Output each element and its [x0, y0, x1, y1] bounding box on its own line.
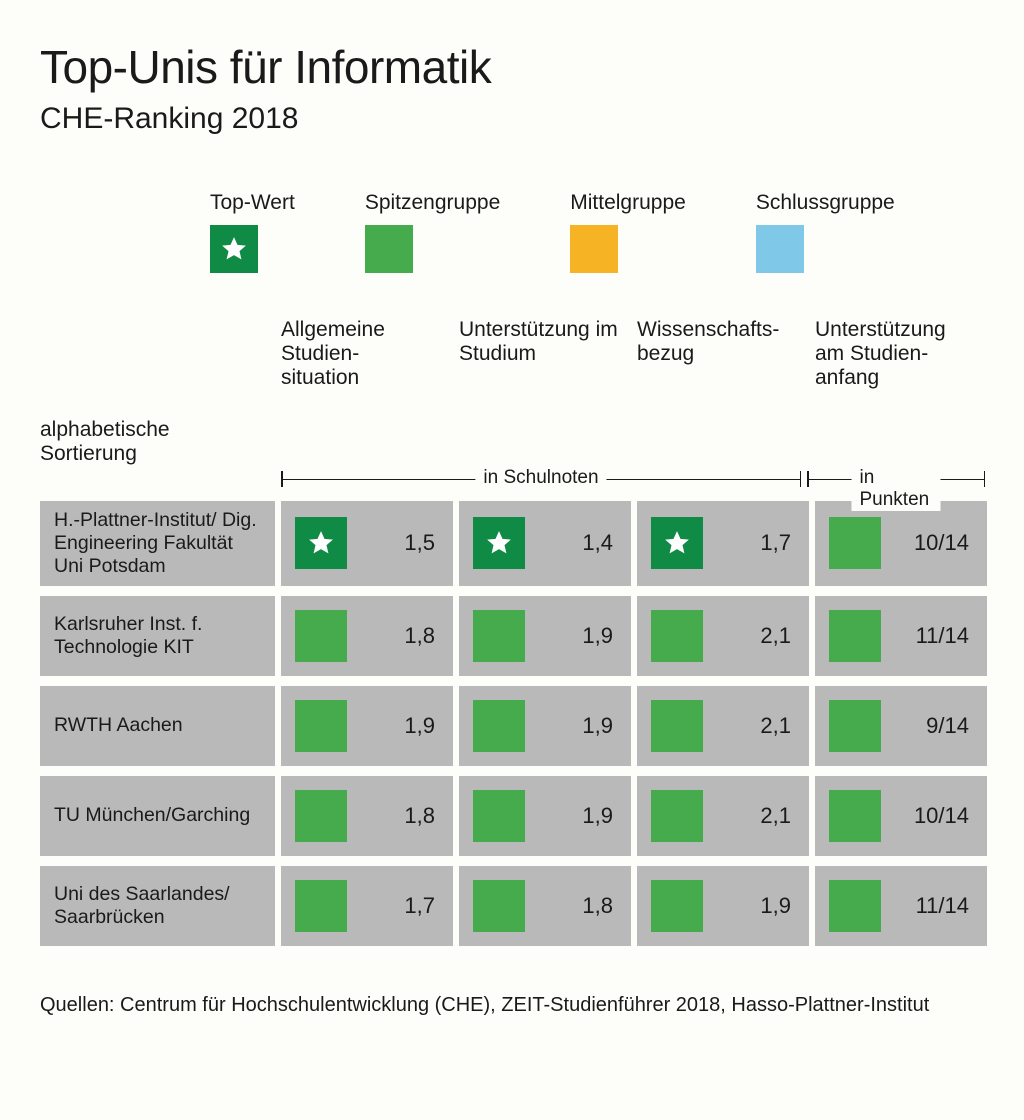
- spitze-swatch: [829, 790, 881, 842]
- spitze-swatch: [295, 610, 347, 662]
- legend-item-mittel: Mittelgruppe: [570, 191, 686, 273]
- cell-value: 2,1: [721, 713, 791, 739]
- col-head-4: Unterstützung am Studien-anfang: [815, 318, 987, 390]
- cell-value: 1,9: [543, 713, 613, 739]
- table-cell: 1,9: [459, 686, 631, 766]
- cell-value: 1,9: [543, 623, 613, 649]
- spitze-swatch: [651, 700, 703, 752]
- legend: Top-Wert Spitzengruppe Mittelgruppe Schluss…: [210, 191, 984, 273]
- table-cell: 9/14: [815, 686, 987, 766]
- legend-label: Top-Wert: [210, 191, 295, 215]
- column-headers: Allgemeine Studien-situation Unterstützu…: [40, 318, 984, 390]
- table-row: Karlsruher Inst. f. Technologie KIT 1,8 1,…: [40, 596, 984, 676]
- col-head-1: Allgemeine Studien-situation: [281, 318, 453, 390]
- legend-label: Schlussgruppe: [756, 191, 895, 215]
- table-cell: 1,5: [281, 501, 453, 586]
- page-subtitle: CHE-Ranking 2018: [40, 102, 984, 136]
- spitze-swatch: [365, 225, 413, 273]
- table-cell: 10/14: [815, 776, 987, 856]
- cell-value: 10/14: [899, 530, 969, 556]
- table-row: H.-Plattner-Institut/ Dig. Engineering F…: [40, 501, 984, 586]
- table-cell: 1,8: [459, 866, 631, 946]
- top-swatch: [295, 517, 347, 569]
- sort-label: alphabetischeSortierung: [40, 418, 275, 464]
- cell-value: 2,1: [721, 803, 791, 829]
- bracket-schulnoten: in Schulnoten: [281, 467, 801, 493]
- legend-item-top: Top-Wert: [210, 191, 295, 273]
- mittel-swatch: [570, 225, 618, 273]
- spitze-swatch: [473, 790, 525, 842]
- spitze-swatch: [473, 610, 525, 662]
- row-label: Uni des Saarlandes/ Saarbrücken: [40, 866, 275, 946]
- cell-value: 1,7: [365, 893, 435, 919]
- table-row: RWTH Aachen 1,9 1,9 2,1 9/14: [40, 686, 984, 766]
- table-cell: 1,9: [637, 866, 809, 946]
- cell-value: 1,8: [365, 623, 435, 649]
- table-cell: 1,8: [281, 596, 453, 676]
- table-cell: 10/14: [815, 501, 987, 586]
- cell-value: 1,9: [365, 713, 435, 739]
- spitze-swatch: [295, 880, 347, 932]
- spitze-swatch: [473, 700, 525, 752]
- spitze-swatch: [651, 610, 703, 662]
- source-footer: Quellen: Centrum für Hochschulentwicklun…: [40, 994, 984, 1017]
- page-title: Top-Unis für Informatik: [40, 40, 984, 94]
- spitze-swatch: [473, 880, 525, 932]
- table-cell: 2,1: [637, 776, 809, 856]
- legend-item-spitze: Spitzengruppe: [365, 191, 500, 273]
- row-label: RWTH Aachen: [40, 686, 275, 766]
- table-cell: 2,1: [637, 596, 809, 676]
- table-cell: 11/14: [815, 596, 987, 676]
- table-cell: 1,9: [281, 686, 453, 766]
- table-body: H.-Plattner-Institut/ Dig. Engineering F…: [40, 501, 984, 946]
- table-cell: 1,4: [459, 501, 631, 586]
- cell-value: 10/14: [899, 803, 969, 829]
- cell-value: 1,8: [365, 803, 435, 829]
- row-label: TU München/Garching: [40, 776, 275, 856]
- top-swatch: [651, 517, 703, 569]
- spitze-swatch: [651, 880, 703, 932]
- top-swatch: [210, 225, 258, 273]
- cell-value: 11/14: [899, 623, 969, 649]
- spitze-swatch: [651, 790, 703, 842]
- table-row: Uni des Saarlandes/ Saarbrücken 1,7 1,8 1,9…: [40, 866, 984, 946]
- schluss-swatch: [756, 225, 804, 273]
- spitze-swatch: [829, 610, 881, 662]
- bracket-punkten: in Punkten: [807, 467, 985, 493]
- table-cell: 1,8: [281, 776, 453, 856]
- table-cell: 11/14: [815, 866, 987, 946]
- cell-value: 11/14: [899, 893, 969, 919]
- col-head-3: Wissenschafts-bezug: [637, 318, 809, 390]
- table-row: TU München/Garching 1,8 1,9 2,1 10/14: [40, 776, 984, 856]
- cell-value: 1,9: [543, 803, 613, 829]
- legend-label: Mittelgruppe: [570, 191, 686, 215]
- bracket-row: in Schulnoten in Punkten: [40, 467, 984, 493]
- table-cell: 2,1: [637, 686, 809, 766]
- spitze-swatch: [829, 880, 881, 932]
- cell-value: 1,7: [721, 530, 791, 556]
- spitze-swatch: [295, 790, 347, 842]
- col-head-2: Unterstützung im Studium: [459, 318, 631, 390]
- cell-value: 9/14: [899, 713, 969, 739]
- spitze-swatch: [829, 700, 881, 752]
- table-cell: 1,7: [637, 501, 809, 586]
- cell-value: 1,9: [721, 893, 791, 919]
- spitze-swatch: [295, 700, 347, 752]
- table-cell: 1,9: [459, 596, 631, 676]
- table-cell: 1,9: [459, 776, 631, 856]
- legend-item-schluss: Schlussgruppe: [756, 191, 895, 273]
- cell-value: 1,4: [543, 530, 613, 556]
- legend-label: Spitzengruppe: [365, 191, 500, 215]
- top-swatch: [473, 517, 525, 569]
- cell-value: 1,8: [543, 893, 613, 919]
- cell-value: 1,5: [365, 530, 435, 556]
- table-cell: 1,7: [281, 866, 453, 946]
- spitze-swatch: [829, 517, 881, 569]
- row-label: Karlsruher Inst. f. Technologie KIT: [40, 596, 275, 676]
- row-label: H.-Plattner-Institut/ Dig. Engineering F…: [40, 501, 275, 586]
- cell-value: 2,1: [721, 623, 791, 649]
